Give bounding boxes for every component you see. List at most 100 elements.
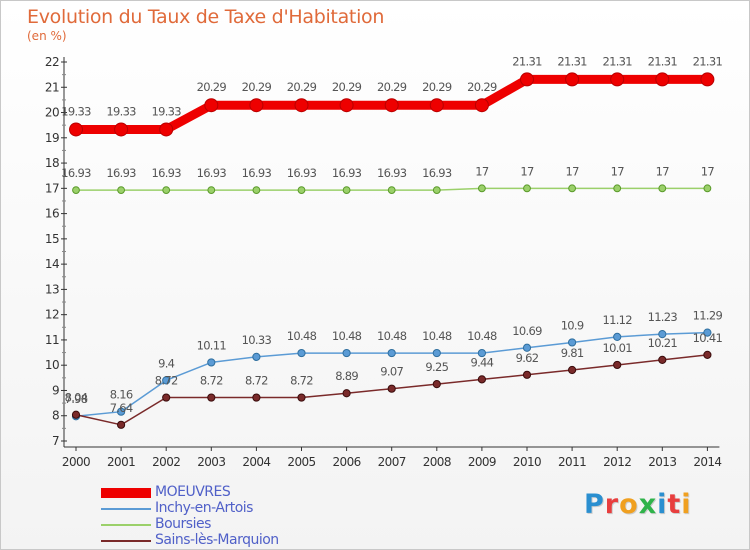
data-label: 20.29 (287, 80, 317, 94)
data-point (207, 393, 216, 402)
logo-letter: x (638, 489, 658, 520)
y-tick-label: 8 (52, 409, 59, 423)
data-label: 17 (565, 164, 579, 178)
data-label: 7.64 (110, 401, 133, 415)
data-label: 10.48 (287, 329, 317, 343)
data-label: 9.81 (561, 346, 584, 360)
data-label: 20.29 (467, 80, 497, 94)
data-point (523, 184, 531, 193)
data-label: 20.29 (332, 80, 362, 94)
data-point (477, 375, 486, 384)
data-label: 16.93 (287, 166, 317, 180)
data-point (384, 98, 399, 113)
chart-title: Evolution du Taux de Taxe d'Habitation (27, 6, 385, 28)
data-point (703, 184, 712, 193)
data-point (294, 98, 309, 113)
data-point (568, 184, 576, 193)
data-point (117, 420, 126, 429)
x-tick-label: 2008 (423, 455, 451, 469)
data-point (117, 407, 126, 416)
y-tick-label: 11 (45, 333, 59, 347)
data-point (159, 122, 174, 137)
data-label: 16.93 (422, 166, 452, 180)
data-label: 9.4 (158, 356, 175, 370)
data-label: 16.93 (332, 166, 362, 180)
y-tick-label: 7 (52, 434, 59, 448)
data-point (703, 328, 712, 337)
data-label: 8.16 (110, 388, 133, 402)
x-tick-label: 2011 (558, 455, 586, 469)
data-label: 21.31 (693, 54, 723, 68)
data-point (613, 332, 622, 342)
x-tick-label: 2006 (333, 455, 361, 469)
y-tick-label: 14 (45, 257, 59, 271)
data-label: 17 (701, 164, 715, 178)
x-tick-label: 2001 (107, 455, 135, 469)
data-label: 20.29 (197, 80, 227, 94)
data-point (71, 410, 81, 419)
data-point (700, 72, 715, 87)
y-tick-label: 19 (45, 131, 59, 145)
data-label: 10.9 (561, 318, 584, 332)
data-label: 8.89 (335, 369, 358, 383)
data-label: 19.33 (106, 104, 136, 118)
data-point (207, 186, 216, 195)
data-label: 11.29 (693, 309, 723, 323)
data-label: 8.72 (290, 374, 313, 388)
data-label: 19.33 (61, 104, 91, 118)
data-label: 16.93 (197, 166, 227, 180)
data-point (297, 393, 306, 402)
line-chart: 7 8 9 10 11 12 13 14 15 16 17 18 19 20 21 22 2000 2001 200… (45, 54, 723, 469)
data-point (565, 72, 580, 87)
x-tick-label: 2010 (513, 455, 541, 469)
logo-letter: o (619, 489, 639, 520)
x-tick-label: 2014 (693, 455, 721, 469)
data-point (72, 186, 80, 195)
x-tick-label: 2007 (378, 455, 406, 469)
data-label: 17 (475, 164, 489, 178)
data-point (568, 338, 577, 347)
x-tick-label: 2000 (62, 455, 90, 469)
data-label: 20.29 (242, 80, 272, 94)
y-tick-label: 12 (45, 308, 59, 322)
data-point (658, 355, 667, 364)
data-point (477, 348, 486, 358)
logo-letter: t (667, 489, 682, 520)
data-label: 16.93 (61, 166, 91, 180)
data-point (432, 348, 441, 358)
data-point (69, 122, 83, 137)
data-point (342, 186, 351, 195)
data-point (610, 72, 625, 87)
data-point (342, 389, 351, 398)
data-label: 10.41 (693, 331, 723, 345)
logo-letter: i (657, 489, 668, 520)
data-label: 17 (656, 164, 670, 178)
legend-swatch (101, 488, 151, 498)
data-point (252, 186, 261, 195)
x-tick-label: 2003 (197, 455, 225, 469)
data-label: 21.31 (648, 54, 678, 68)
y-tick-label: 9 (52, 383, 59, 397)
legend-label: Boursies (155, 516, 211, 532)
data-label: 11.12 (602, 313, 632, 327)
x-tick-label: 2002 (152, 455, 180, 469)
data-label: 10.69 (512, 324, 542, 338)
data-point (432, 380, 441, 389)
data-point (703, 350, 712, 359)
data-label: 8.04 (65, 391, 88, 405)
data-label: 21.31 (512, 54, 542, 68)
legend-swatch (101, 524, 151, 526)
data-point (297, 348, 306, 358)
y-tick-label: 10 (45, 358, 59, 372)
data-point (114, 122, 129, 137)
data-point (387, 186, 396, 195)
data-point (474, 98, 489, 113)
legend-label: Inchy-en-Artois (155, 500, 253, 516)
data-point (613, 184, 622, 193)
data-label: 17 (520, 164, 534, 178)
proxiti-logo: Proxiti (584, 489, 692, 520)
data-label: 21.31 (557, 54, 587, 68)
data-point (522, 343, 532, 352)
data-point (117, 186, 125, 195)
